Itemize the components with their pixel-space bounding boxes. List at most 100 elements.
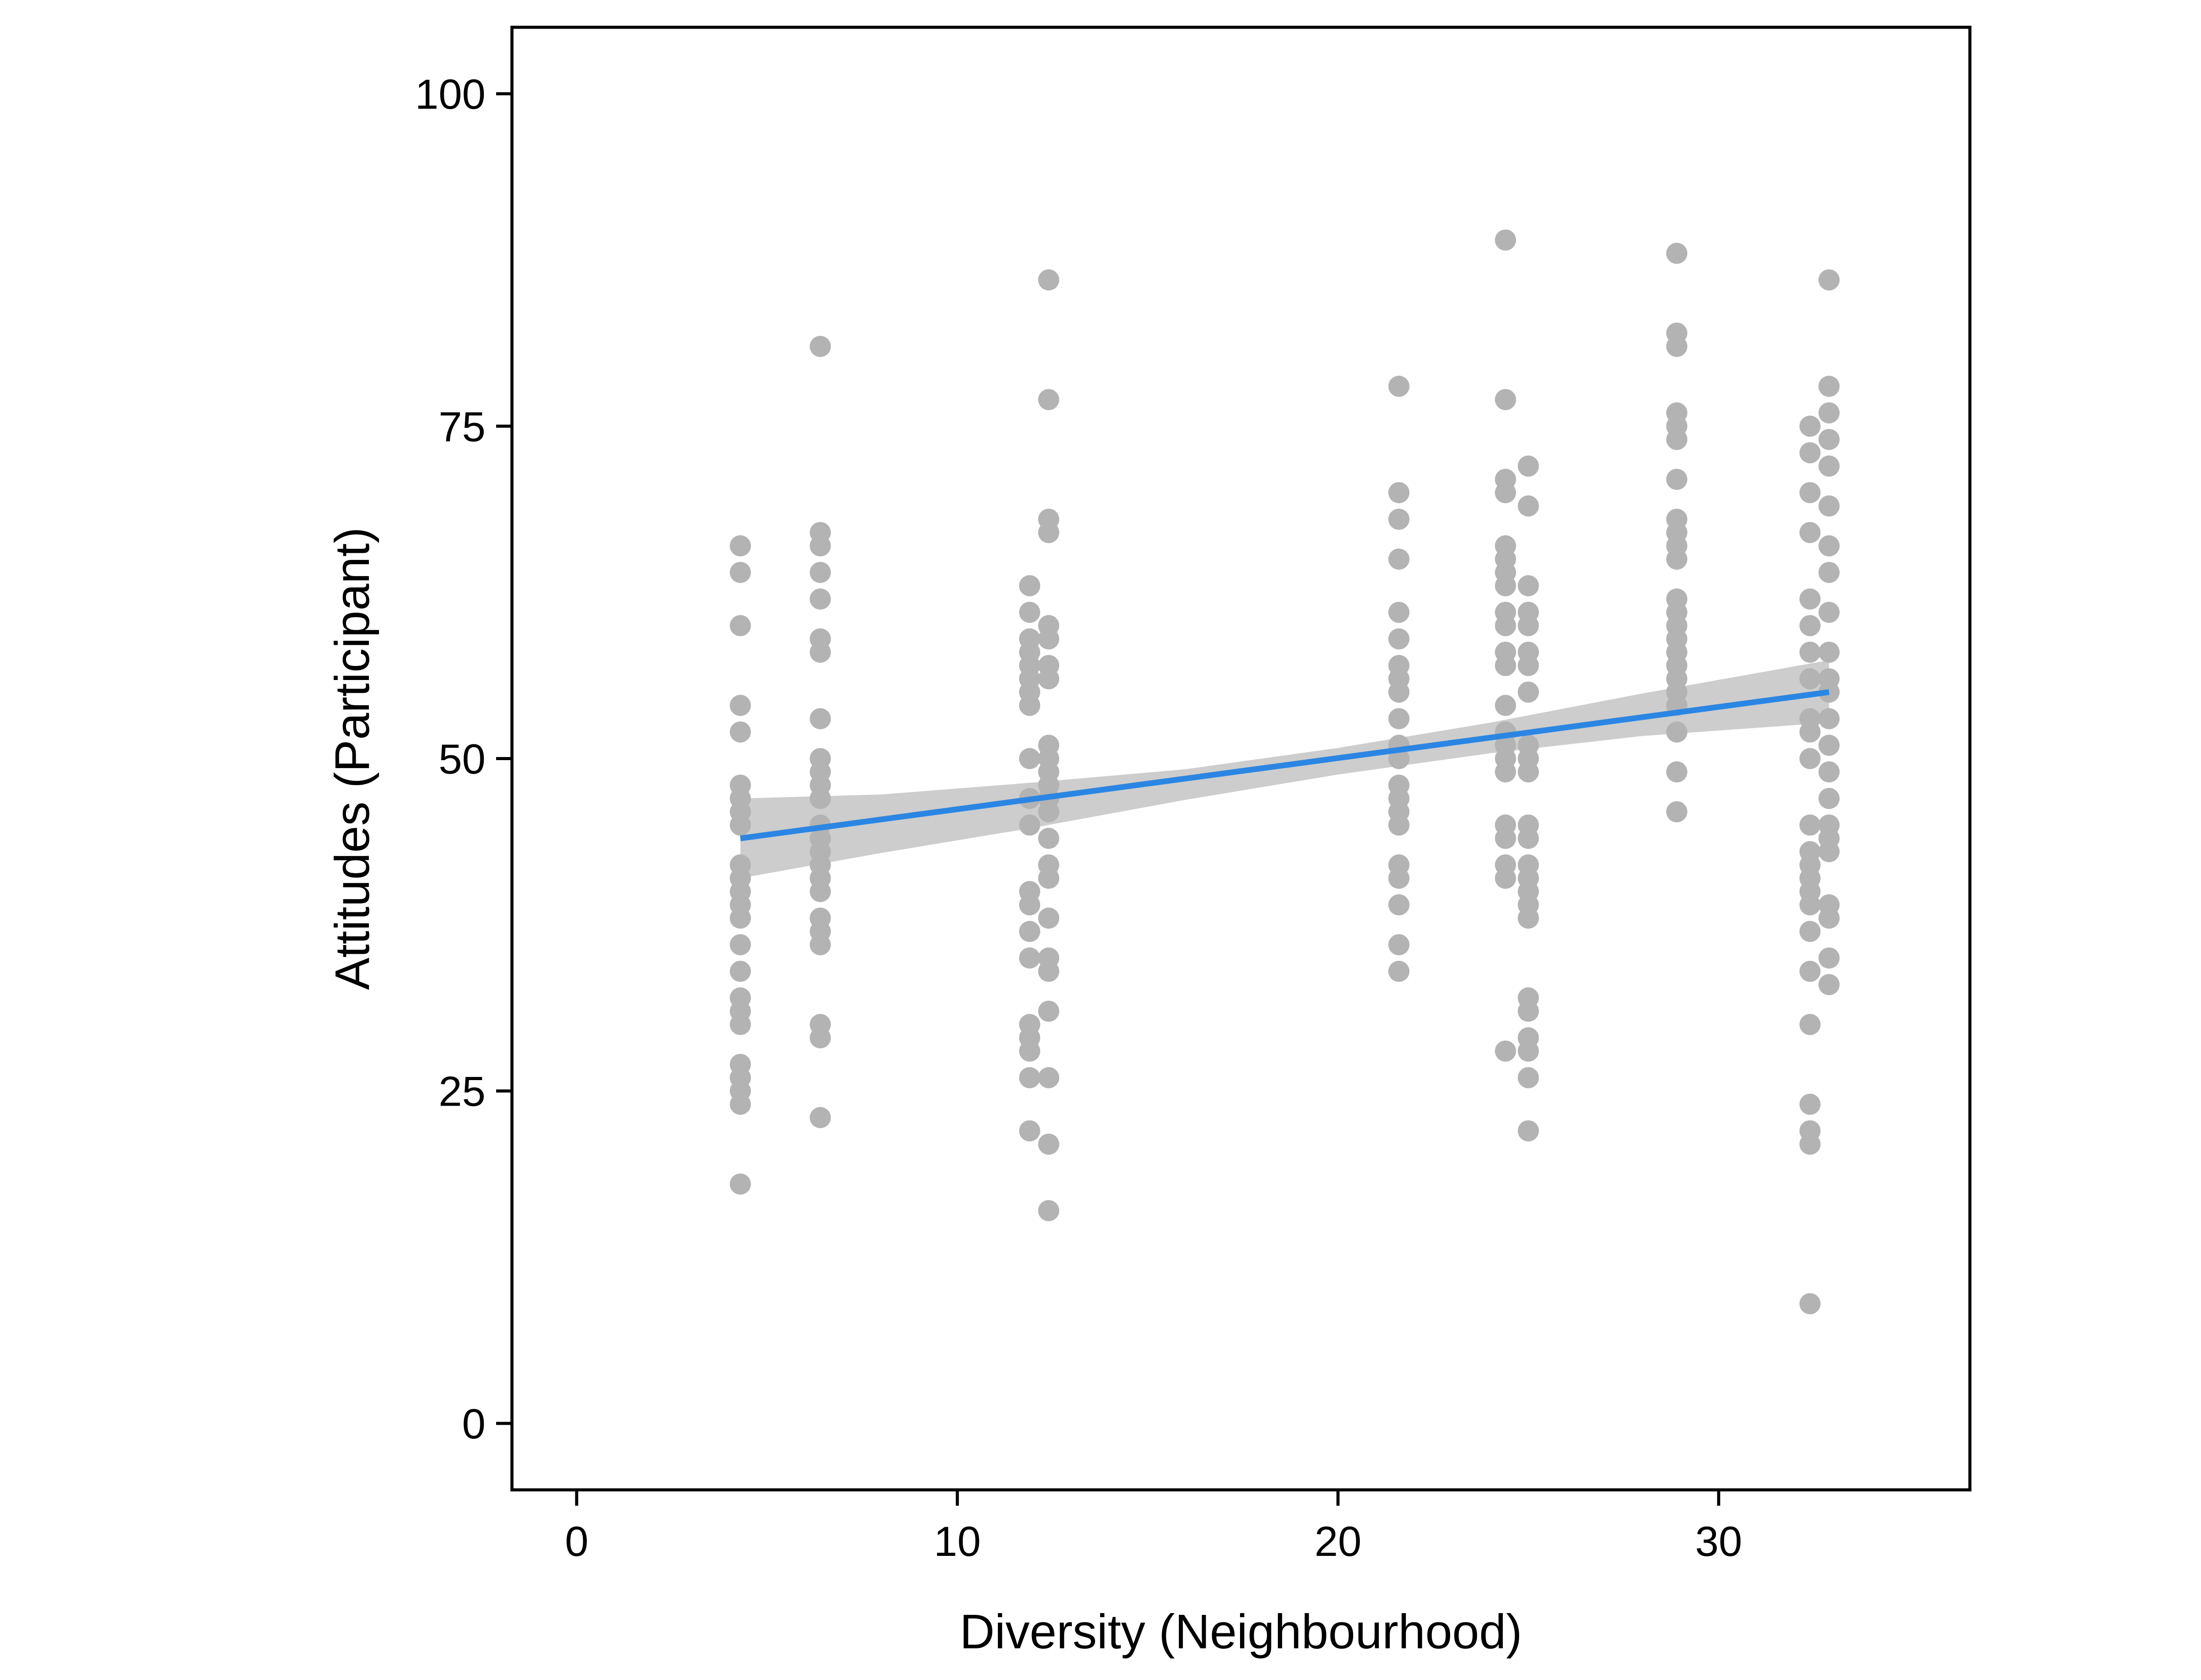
y-axis-title: Attitudes (Participant) — [325, 527, 379, 990]
data-point — [1666, 548, 1688, 570]
data-point — [1799, 588, 1821, 610]
data-point — [1038, 868, 1060, 889]
data-point — [1038, 908, 1060, 929]
data-point — [1038, 269, 1060, 290]
data-point — [1019, 814, 1041, 836]
data-point — [729, 814, 751, 836]
data-point — [1038, 1133, 1060, 1155]
data-point — [1019, 1120, 1041, 1142]
data-point — [1019, 602, 1041, 623]
data-point — [1038, 522, 1060, 543]
data-point — [1818, 535, 1840, 557]
data-point — [1388, 628, 1410, 650]
data-point — [1495, 1040, 1516, 1062]
data-point — [1799, 748, 1821, 769]
data-point — [1799, 721, 1821, 743]
data-point — [1517, 1000, 1539, 1022]
data-point — [1517, 615, 1539, 636]
data-point — [729, 562, 751, 583]
data-point — [1818, 641, 1840, 663]
data-point — [1388, 960, 1410, 982]
data-point — [1818, 735, 1840, 756]
data-point — [1388, 934, 1410, 956]
data-point — [1388, 681, 1410, 703]
data-point — [810, 562, 831, 583]
data-point — [1517, 495, 1539, 517]
data-point — [1019, 894, 1041, 915]
data-point — [729, 1014, 751, 1035]
data-point — [1517, 908, 1539, 929]
data-point — [1666, 801, 1688, 823]
data-point — [1818, 375, 1840, 397]
data-point — [1818, 455, 1840, 477]
x-axis-title: Diversity (Neighbourhood) — [960, 1605, 1522, 1659]
y-tick-label: 50 — [438, 736, 486, 783]
data-point — [1388, 708, 1410, 729]
data-point — [1666, 336, 1688, 357]
data-point — [729, 908, 751, 929]
y-axis: 0 25 50 75 100 — [415, 71, 512, 1448]
data-point — [1799, 615, 1821, 636]
fit-line-layer — [740, 689, 1829, 842]
data-point — [1038, 827, 1060, 849]
data-point — [810, 1027, 831, 1048]
data-point — [1388, 814, 1410, 836]
data-point — [1799, 442, 1821, 463]
data-point — [1038, 628, 1060, 650]
data-point — [1388, 602, 1410, 623]
data-point — [1666, 721, 1688, 743]
data-point — [1495, 761, 1516, 783]
data-point — [1517, 1067, 1539, 1088]
data-point — [810, 881, 831, 902]
y-tick-label: 25 — [438, 1068, 486, 1115]
data-point — [1818, 602, 1840, 623]
data-point — [810, 535, 831, 557]
data-point — [1517, 455, 1539, 477]
data-point — [1517, 1040, 1539, 1062]
data-point — [1666, 469, 1688, 490]
x-tick-label: 10 — [934, 1518, 981, 1565]
data-point — [729, 721, 751, 743]
y-tick-label: 0 — [462, 1401, 486, 1448]
data-point — [1388, 508, 1410, 530]
data-point — [729, 960, 751, 982]
data-point — [810, 1107, 831, 1129]
data-point — [1517, 827, 1539, 849]
data-point — [729, 535, 751, 557]
data-point — [810, 788, 831, 809]
data-point — [810, 641, 831, 663]
data-point — [1818, 761, 1840, 783]
data-point — [1038, 801, 1060, 823]
data-point — [1517, 1120, 1539, 1142]
data-point — [810, 708, 831, 729]
data-point — [1799, 1293, 1821, 1315]
data-point — [729, 695, 751, 716]
data-point — [810, 336, 831, 357]
data-point — [1038, 1067, 1060, 1088]
data-point — [1038, 389, 1060, 410]
data-point — [810, 588, 831, 610]
regression-line — [740, 689, 1829, 842]
data-point — [1388, 548, 1410, 570]
data-point — [1495, 389, 1516, 410]
data-point — [1495, 229, 1516, 251]
data-point — [1495, 482, 1516, 504]
data-point — [810, 934, 831, 956]
data-point — [729, 1093, 751, 1115]
data-point — [1799, 1014, 1821, 1035]
data-point — [1388, 894, 1410, 915]
data-point — [1019, 947, 1041, 969]
x-tick-label: 0 — [565, 1518, 588, 1565]
data-point — [1019, 1040, 1041, 1062]
data-point — [1019, 748, 1041, 769]
x-tick-label: 30 — [1695, 1518, 1742, 1565]
data-point — [1495, 827, 1516, 849]
data-point — [729, 1173, 751, 1195]
data-point — [1818, 974, 1840, 996]
data-point — [1799, 482, 1821, 504]
data-point — [1019, 921, 1041, 942]
data-point — [1388, 482, 1410, 504]
y-tick-label: 75 — [438, 403, 486, 450]
data-point — [1799, 1093, 1821, 1115]
